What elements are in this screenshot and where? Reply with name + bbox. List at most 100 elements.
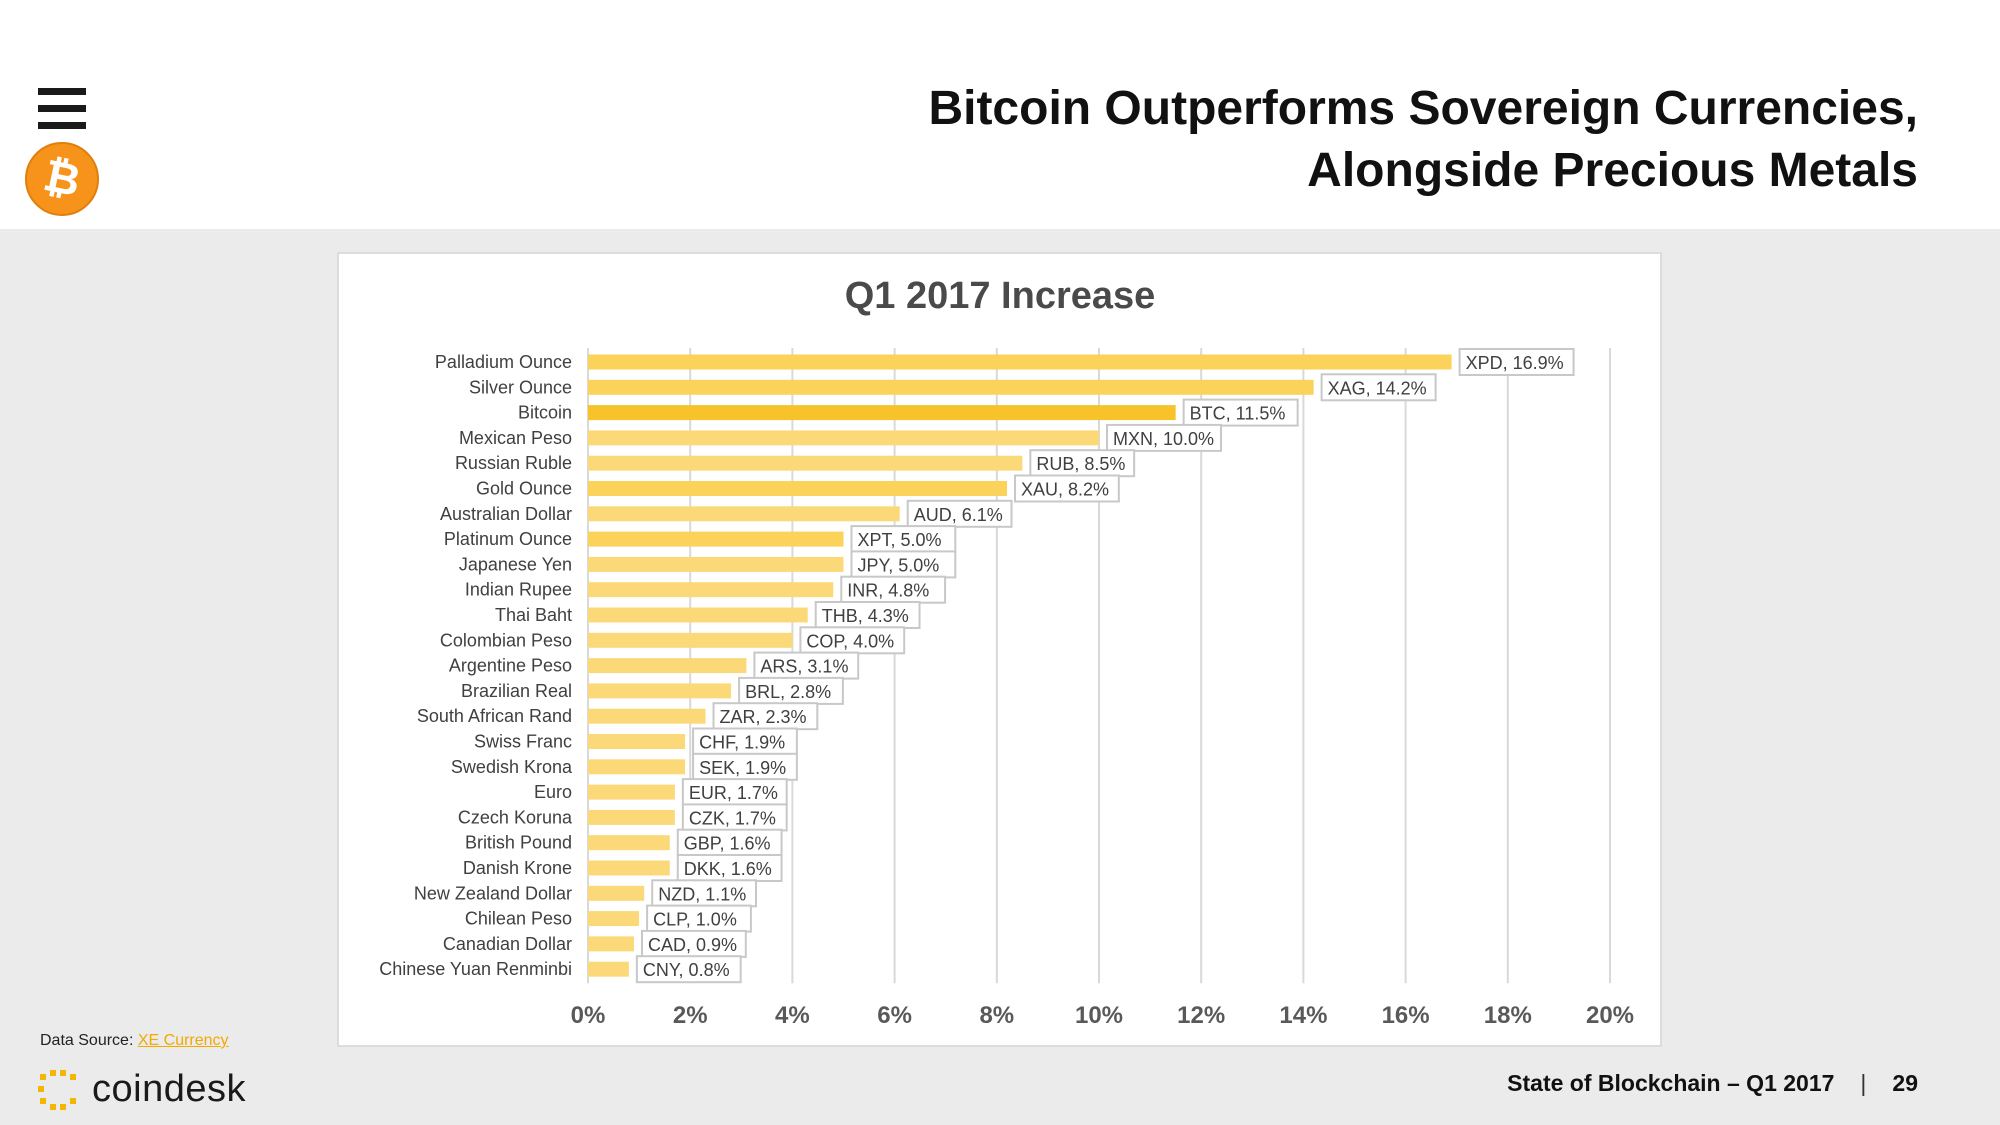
data-label: CLP, 1.0% bbox=[653, 910, 737, 930]
category-label: Czech Koruna bbox=[458, 807, 573, 827]
category-label: Palladium Ounce bbox=[435, 352, 572, 372]
x-tick-label: 18% bbox=[1484, 1002, 1532, 1029]
x-tick-labels: 0% 2% 4% 6% 8% 10% 12% 14% 16% 18% 20% bbox=[571, 1002, 1634, 1029]
data-label: CZK, 1.7% bbox=[689, 808, 776, 828]
data-label-box bbox=[1029, 449, 1136, 478]
category-label: Indian Rupee bbox=[465, 580, 572, 600]
data-source: Data Source: XE Currency bbox=[40, 1032, 229, 1050]
source-link[interactable]: XE Currency bbox=[137, 1032, 229, 1049]
report-title: State of Blockchain – Q1 2017 bbox=[1507, 1070, 1835, 1096]
data-label: ARS, 3.1% bbox=[760, 657, 848, 677]
category-label: Mexican Peso bbox=[459, 428, 572, 448]
data-label-box bbox=[850, 550, 957, 579]
bar bbox=[588, 405, 1176, 421]
bar bbox=[588, 531, 844, 547]
data-labels: XPD, 16.9% XAG, 14.2% BTC, 11.5% MXN, 10.0%… bbox=[635, 348, 1575, 984]
x-tick-label: 14% bbox=[1279, 1002, 1327, 1029]
bar bbox=[588, 759, 686, 775]
x-tick-label: 10% bbox=[1075, 1002, 1123, 1029]
category-label: Argentine Peso bbox=[449, 656, 572, 676]
category-label: Colombian Peso bbox=[440, 630, 572, 650]
x-tick-label: 6% bbox=[877, 1002, 912, 1029]
data-label: XPD, 16.9% bbox=[1466, 353, 1564, 373]
data-label-box bbox=[1458, 348, 1575, 376]
category-label: Japanese Yen bbox=[459, 554, 572, 574]
data-label-box bbox=[651, 879, 758, 908]
data-label: COP, 4.0% bbox=[806, 631, 894, 651]
category-label: Platinum Ounce bbox=[444, 529, 572, 549]
category-label: Silver Ounce bbox=[469, 377, 572, 397]
bar bbox=[588, 582, 834, 598]
bar bbox=[588, 481, 1008, 496]
page-number: 29 bbox=[1892, 1070, 1918, 1096]
category-label: Bitcoin bbox=[518, 403, 572, 423]
bars bbox=[588, 354, 1452, 977]
bar bbox=[588, 556, 844, 572]
source-label: Data Source: bbox=[40, 1032, 134, 1049]
data-label: NZD, 1.1% bbox=[658, 884, 746, 904]
data-label-box bbox=[1320, 373, 1437, 402]
footer: State of Blockchain – Q1 2017 | 29 bbox=[1507, 1070, 1918, 1097]
chart-title: Q1 2017 Increase bbox=[845, 275, 1156, 317]
category-label: Swiss Franc bbox=[474, 732, 572, 752]
data-label-box bbox=[840, 575, 947, 604]
bar bbox=[588, 734, 686, 749]
category-label: Swedish Krona bbox=[451, 757, 573, 777]
bar bbox=[588, 658, 747, 674]
bar bbox=[588, 961, 629, 977]
data-label-box bbox=[814, 601, 921, 629]
data-label-box bbox=[712, 702, 819, 731]
menu-icon[interactable] bbox=[38, 88, 86, 130]
x-tick-label: 16% bbox=[1382, 1002, 1430, 1029]
bar bbox=[588, 354, 1452, 370]
bar bbox=[588, 885, 645, 901]
data-label: GBP, 1.6% bbox=[684, 834, 771, 854]
bar bbox=[588, 835, 670, 851]
category-label: South African Rand bbox=[417, 706, 572, 726]
category-label: Russian Ruble bbox=[455, 453, 572, 473]
data-label: CAD, 0.9% bbox=[648, 935, 737, 955]
footer-separator: | bbox=[1860, 1070, 1867, 1096]
data-label: BRL, 2.8% bbox=[745, 682, 831, 702]
bar bbox=[588, 607, 808, 623]
data-label: THB, 4.3% bbox=[822, 606, 909, 626]
category-label: Chilean Peso bbox=[465, 909, 572, 929]
data-label: AUD, 6.1% bbox=[914, 505, 1003, 525]
bar bbox=[588, 430, 1099, 446]
category-label: British Pound bbox=[465, 833, 572, 853]
category-label: Brazilian Real bbox=[461, 681, 572, 701]
bar bbox=[588, 860, 670, 876]
bar bbox=[588, 506, 900, 522]
category-label: Chinese Yuan Renminbi bbox=[379, 959, 572, 979]
category-label: Gold Ounce bbox=[476, 479, 572, 499]
data-label-box bbox=[692, 752, 798, 781]
data-label-box bbox=[681, 778, 788, 807]
brand-name: coindesk bbox=[92, 1068, 246, 1110]
data-label: ZAR, 2.3% bbox=[720, 707, 807, 727]
bar bbox=[588, 708, 706, 724]
category-label: Danish Krone bbox=[463, 858, 572, 878]
data-label-box bbox=[681, 803, 788, 832]
bar bbox=[588, 632, 793, 648]
bar bbox=[588, 911, 640, 927]
data-label-box bbox=[799, 626, 906, 655]
category-label: Canadian Dollar bbox=[443, 934, 572, 954]
data-label: CNY, 0.8% bbox=[643, 960, 730, 980]
page-title: Bitcoin Outperforms Sovereign Currencies… bbox=[928, 78, 1918, 202]
coindesk-icon bbox=[38, 1069, 76, 1110]
bar bbox=[588, 683, 732, 699]
data-label: XAU, 8.2% bbox=[1021, 480, 1109, 500]
x-tick-label: 0% bbox=[571, 1002, 606, 1029]
data-label: INR, 4.8% bbox=[847, 581, 929, 601]
data-label: BTC, 11.5% bbox=[1190, 404, 1286, 424]
x-tick-label: 12% bbox=[1177, 1002, 1225, 1029]
category-label: Thai Baht bbox=[495, 605, 572, 625]
brand: coindesk bbox=[38, 1068, 246, 1111]
header-band bbox=[0, 0, 2000, 229]
data-label: XPT, 5.0% bbox=[858, 530, 942, 550]
data-label: MXN, 10.0% bbox=[1113, 429, 1214, 449]
data-label-box bbox=[635, 955, 742, 984]
data-label: DKK, 1.6% bbox=[684, 859, 772, 879]
bar-chart: XPD, 16.9% XAG, 14.2% BTC, 11.5% MXN, 10.0%… bbox=[379, 275, 1634, 1029]
x-tick-label: 20% bbox=[1586, 1002, 1634, 1029]
